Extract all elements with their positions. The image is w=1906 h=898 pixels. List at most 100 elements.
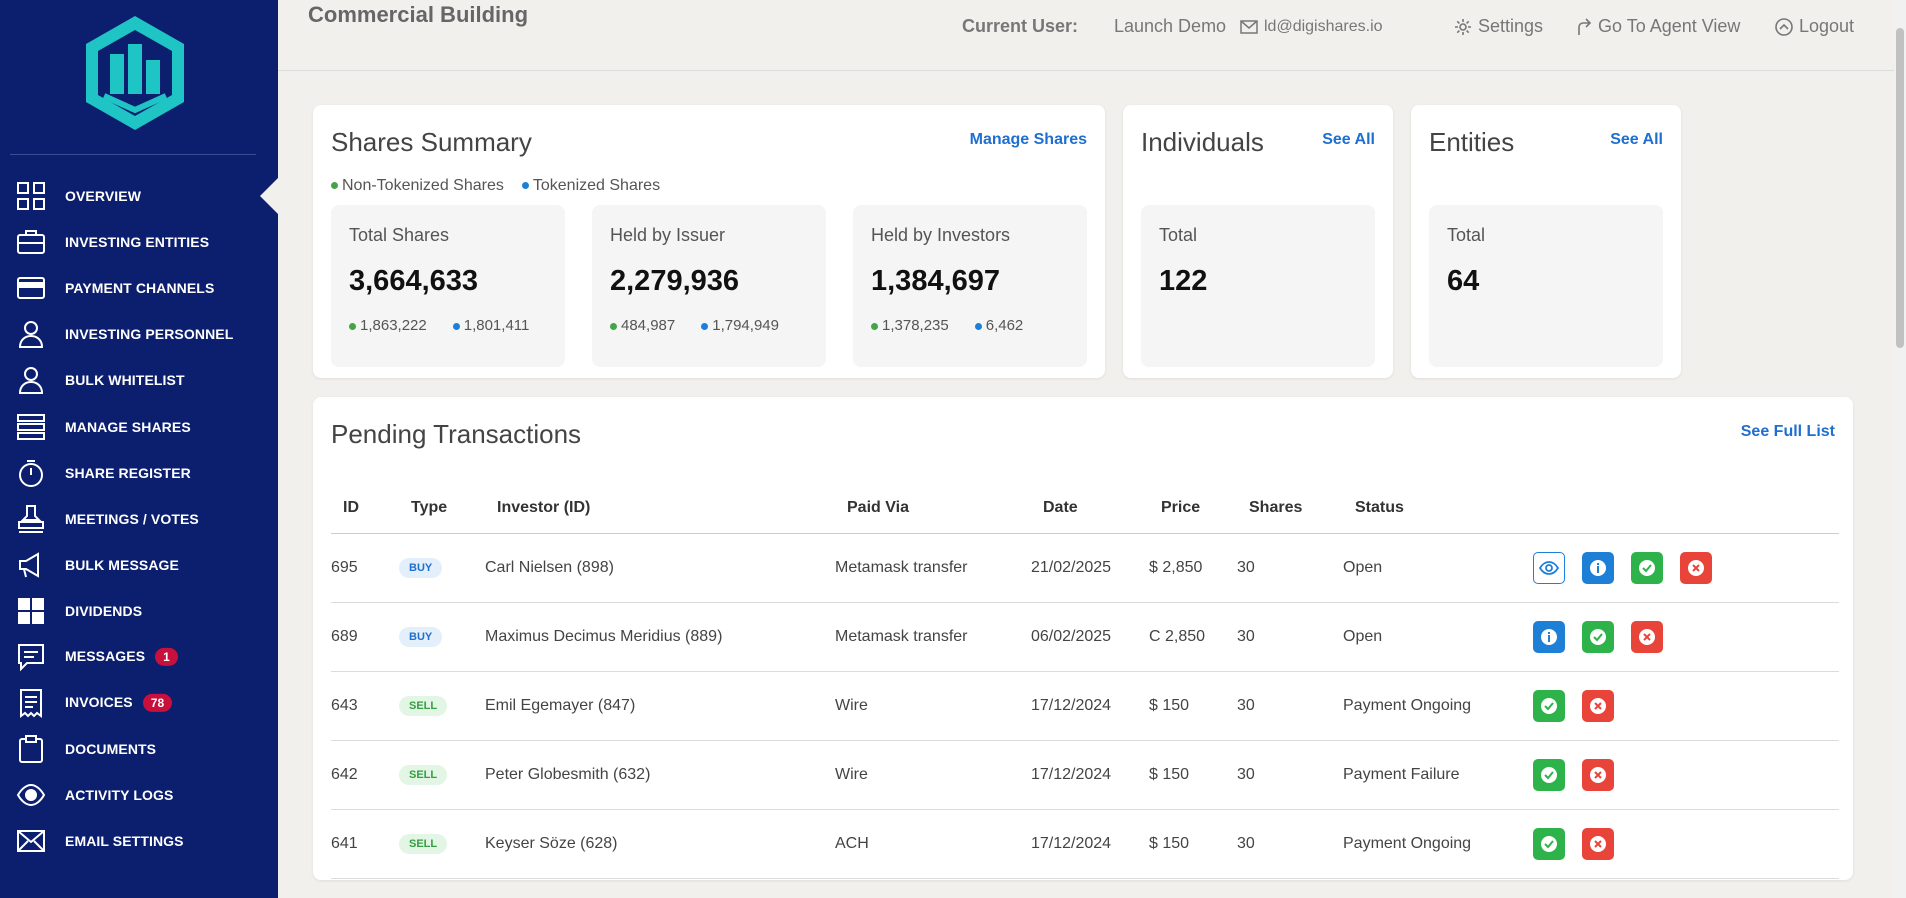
company-logo[interactable]	[80, 14, 190, 132]
info-button[interactable]	[1582, 552, 1614, 584]
messages-count-badge: 1	[155, 648, 178, 667]
cell-date: 17/12/2024	[1031, 809, 1149, 879]
settings-link[interactable]: Settings	[1454, 16, 1543, 37]
entities-title: Entities	[1429, 127, 1515, 157]
approve-button[interactable]	[1533, 759, 1565, 791]
sidebar-item-bulk-whitelist[interactable]: BULK WHITELIST	[0, 357, 278, 403]
col-header-price[interactable]: Price	[1149, 483, 1237, 534]
stat-value: 122	[1159, 265, 1208, 297]
entities-see-all-link[interactable]: See All	[1610, 131, 1663, 148]
approve-button[interactable]	[1631, 552, 1663, 584]
table-row[interactable]: 643 SELL Emil Egemayer (847) Wire 17/12/2024…	[331, 671, 1839, 741]
cell-type: SELL	[399, 809, 485, 879]
sidebar-item-investing-personnel[interactable]: INVESTING PERSONNEL	[0, 311, 278, 357]
row-actions	[1533, 690, 1839, 722]
legend-non-tokenized: Non-Tokenized Shares	[331, 177, 504, 195]
reject-button[interactable]	[1582, 828, 1614, 860]
info-icon	[1589, 559, 1607, 577]
col-header-type[interactable]: Type	[399, 483, 485, 534]
approve-button[interactable]	[1533, 690, 1565, 722]
view-button[interactable]	[1533, 552, 1565, 584]
stamp-icon	[18, 504, 44, 533]
sidebar-item-investing-entities[interactable]: INVESTING ENTITIES	[0, 219, 278, 265]
sidebar-item-label: MANAGE SHARES	[65, 418, 191, 435]
col-header-paid-via[interactable]: Paid Via	[835, 483, 1031, 534]
logout-link[interactable]: Logout	[1775, 16, 1854, 37]
cell-shares: 30	[1237, 533, 1343, 603]
sidebar-item-bulk-message[interactable]: BULK MESSAGE	[0, 542, 278, 588]
sidebar-item-payment-channels[interactable]: PAYMENT CHANNELS	[0, 265, 278, 311]
individuals-see-all-link[interactable]: See All	[1322, 131, 1375, 148]
shares-legend: Non-Tokenized Shares Tokenized Shares	[331, 177, 660, 195]
briefcase-icon	[17, 230, 45, 255]
agent-view-link[interactable]: Go To Agent View	[1576, 16, 1740, 37]
sidebar-item-meetings-votes[interactable]: MEETINGS / VOTES	[0, 496, 278, 542]
sidebar-item-share-register[interactable]: SHARE REGISTER	[0, 450, 278, 496]
approve-button[interactable]	[1533, 828, 1565, 860]
stat-label: Held by Issuer	[610, 225, 726, 245]
sidebar-item-label: OVERVIEW	[65, 188, 142, 205]
sidebar-nav: OVERVIEW INVESTING ENTITIES PAYMENT CHAN…	[0, 173, 278, 864]
reject-icon	[1687, 559, 1705, 577]
cell-status: Payment Ongoing	[1343, 671, 1533, 741]
total-shares-box: Total Shares 3,664,633 1,863,222 1,801,4…	[331, 205, 565, 367]
individuals-card: Individuals See All Total 122	[1123, 105, 1393, 378]
reject-button[interactable]	[1582, 690, 1614, 722]
reject-button[interactable]	[1680, 552, 1712, 584]
reject-button[interactable]	[1582, 759, 1614, 791]
table-row[interactable]: 695 BUY Carl Nielsen (898) Metamask transfe…	[331, 533, 1839, 603]
cell-actions	[1533, 671, 1839, 741]
top-header: Commercial Building Current User: Launch…	[278, 0, 1906, 71]
sidebar-item-manage-shares[interactable]: MANAGE SHARES	[0, 403, 278, 449]
legend-tokenized: Tokenized Shares	[521, 177, 660, 195]
invoices-count-badge: 78	[142, 694, 173, 713]
stat-value: 2,279,936	[610, 265, 740, 297]
stat-label: Held by Investors	[871, 225, 1011, 245]
sidebar-item-invoices[interactable]: INVOICES 78	[0, 680, 278, 726]
manage-shares-link[interactable]: Manage Shares	[969, 131, 1087, 148]
sidebar-item-overview[interactable]: OVERVIEW	[0, 173, 278, 219]
col-header-status[interactable]: Status	[1343, 483, 1533, 534]
cell-status: Payment Failure	[1343, 740, 1533, 810]
view-icon	[1539, 561, 1559, 575]
table-row[interactable]: 689 BUY Maximus Decimus Meridius (889) Meta…	[331, 602, 1839, 672]
cell-shares: 30	[1237, 809, 1343, 879]
sidebar-item-label: EMAIL SETTINGS	[65, 833, 184, 850]
page-scrollbar[interactable]	[1894, 0, 1906, 898]
cell-id: 642	[331, 740, 399, 810]
col-header-id[interactable]: ID	[331, 483, 399, 534]
stat-value: 1,384,697	[871, 265, 1001, 297]
approve-button[interactable]	[1582, 621, 1614, 653]
approve-icon	[1540, 697, 1558, 715]
stat-breakdown: 1,378,235 6,462	[871, 317, 1023, 334]
stat-breakdown: 1,863,222 1,801,411	[349, 317, 529, 334]
table-row[interactable]: 642 SELL Peter Globesmith (632) Wire 17/12/2…	[331, 740, 1839, 810]
table-row[interactable]: 641 SELL Keyser Söze (628) ACH 17/12/2024 $ 1…	[331, 809, 1839, 879]
sidebar-item-dividends[interactable]: DIVIDENDS	[0, 588, 278, 634]
row-actions	[1533, 621, 1839, 653]
sidebar-item-messages[interactable]: MESSAGES 1	[0, 634, 278, 680]
scrollbar-thumb[interactable]	[1896, 28, 1904, 348]
stat-label: Total	[1447, 225, 1486, 245]
sidebar-item-email-settings[interactable]: EMAIL SETTINGS	[0, 818, 278, 864]
col-header-date[interactable]: Date	[1031, 483, 1149, 534]
see-full-list-link[interactable]: See Full List	[1740, 423, 1835, 440]
cell-type: SELL	[399, 671, 485, 741]
cell-paid-via: Wire	[835, 740, 1031, 810]
stat-label: Total Shares	[349, 225, 450, 245]
info-button[interactable]	[1533, 621, 1565, 653]
col-header-investor[interactable]: Investor (ID)	[485, 483, 835, 534]
col-header-shares[interactable]: Shares	[1237, 483, 1343, 534]
cell-status: Payment Ongoing	[1343, 809, 1533, 879]
sidebar-item-label: PAYMENT CHANNELS	[65, 280, 215, 297]
stat-value: 64	[1447, 265, 1480, 297]
reject-button[interactable]	[1631, 621, 1663, 653]
type-badge: BUY	[399, 627, 443, 647]
cell-price: C 2,850	[1149, 602, 1237, 672]
sidebar-item-documents[interactable]: DOCUMENTS	[0, 726, 278, 772]
sidebar-item-activity-logs[interactable]: ACTIVITY LOGS	[0, 772, 278, 818]
cell-paid-via: Metamask transfer	[835, 533, 1031, 603]
cell-investor: Carl Nielsen (898)	[485, 533, 835, 603]
individuals-total-box: Total 122	[1141, 205, 1375, 367]
cell-shares: 30	[1237, 602, 1343, 672]
